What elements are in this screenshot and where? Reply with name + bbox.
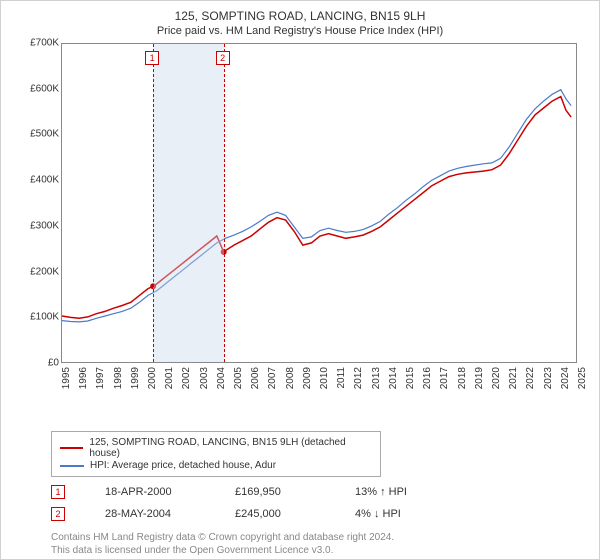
x-axis-label: 1995	[61, 367, 72, 389]
sale-marker-1: 1	[145, 51, 159, 65]
legend-swatch	[60, 447, 83, 449]
x-axis-label: 2025	[577, 367, 588, 389]
footnote: Contains HM Land Registry data © Crown c…	[51, 531, 589, 557]
x-axis-label: 2011	[336, 367, 347, 389]
sale-price: £245,000	[235, 508, 315, 520]
sale-date: 18-APR-2000	[105, 486, 195, 498]
footnote-line-1: Contains HM Land Registry data © Crown c…	[51, 531, 589, 544]
x-axis-label: 2018	[457, 367, 468, 389]
sale-marker-2: 2	[216, 51, 230, 65]
legend-row: 125, SOMPTING ROAD, LANCING, BN15 9LH (d…	[60, 437, 372, 459]
x-axis-label: 2013	[371, 367, 382, 389]
y-axis-label: £300K	[17, 220, 59, 231]
chart-title: 125, SOMPTING ROAD, LANCING, BN15 9LH	[11, 9, 589, 23]
x-axis-label: 2006	[250, 367, 261, 389]
line-series	[62, 44, 578, 364]
x-axis-label: 2019	[474, 367, 485, 389]
sales-list: 1 18-APR-2000 £169,950 13% ↑ HPI 2 28-MAY-200…	[11, 485, 589, 521]
x-axis-label: 2012	[353, 367, 364, 389]
x-axis-label: 2007	[267, 367, 278, 389]
legend-row: HPI: Average price, detached house, Adur	[60, 460, 372, 471]
x-axis-label: 2001	[164, 367, 175, 389]
x-axis-label: 1999	[130, 367, 141, 389]
sale-row: 1 18-APR-2000 £169,950 13% ↑ HPI	[51, 485, 589, 499]
x-axis-label: 1997	[95, 367, 106, 389]
y-axis-label: £200K	[17, 266, 59, 277]
chart-container: 125, SOMPTING ROAD, LANCING, BN15 9LH Pr…	[0, 0, 600, 560]
sale-date: 28-MAY-2004	[105, 508, 195, 520]
x-axis-label: 2024	[560, 367, 571, 389]
sale-hpi-relative: 4% ↓ HPI	[355, 508, 401, 520]
x-axis-label: 2022	[525, 367, 536, 389]
x-axis-label: 2014	[388, 367, 399, 389]
x-axis-label: 2000	[147, 367, 158, 389]
sale-hpi-relative: 13% ↑ HPI	[355, 486, 407, 498]
sale-row: 2 28-MAY-2004 £245,000 4% ↓ HPI	[51, 507, 589, 521]
sale-marker-icon: 1	[51, 485, 65, 499]
footnote-line-2: This data is licensed under the Open Gov…	[51, 544, 589, 557]
x-axis-label: 2023	[543, 367, 554, 389]
x-axis-label: 2008	[285, 367, 296, 389]
x-axis-label: 2004	[216, 367, 227, 389]
x-axis-label: 2020	[491, 367, 502, 389]
series-hpi	[62, 90, 571, 322]
y-axis-label: £400K	[17, 175, 59, 186]
x-axis-label: 1998	[113, 367, 124, 389]
x-axis-label: 2009	[302, 367, 313, 389]
y-axis-label: £500K	[17, 129, 59, 140]
highlight-band	[153, 44, 224, 362]
y-axis-label: £600K	[17, 83, 59, 94]
x-axis-label: 2003	[199, 367, 210, 389]
chart-area: £0£100K£200K£300K£400K£500K£600K£700K199…	[17, 43, 577, 393]
chart-subtitle: Price paid vs. HM Land Registry's House …	[11, 25, 589, 37]
series-address	[62, 97, 571, 319]
plot-area	[61, 43, 577, 363]
x-axis-label: 2016	[422, 367, 433, 389]
legend-label: 125, SOMPTING ROAD, LANCING, BN15 9LH (d…	[89, 437, 372, 459]
sale-price: £169,950	[235, 486, 315, 498]
sale-date-line	[153, 44, 154, 362]
sale-date-line	[224, 44, 225, 362]
legend: 125, SOMPTING ROAD, LANCING, BN15 9LH (d…	[51, 431, 381, 477]
legend-label: HPI: Average price, detached house, Adur	[90, 460, 276, 471]
y-axis-label: £0	[17, 358, 59, 369]
x-axis-label: 2010	[319, 367, 330, 389]
legend-swatch	[60, 465, 84, 467]
x-axis-label: 2005	[233, 367, 244, 389]
x-axis-label: 2021	[508, 367, 519, 389]
x-axis-label: 1996	[78, 367, 89, 389]
x-axis-label: 2017	[439, 367, 450, 389]
x-axis-label: 2002	[181, 367, 192, 389]
y-axis-label: £100K	[17, 312, 59, 323]
x-axis-label: 2015	[405, 367, 416, 389]
sale-marker-icon: 2	[51, 507, 65, 521]
y-axis-label: £700K	[17, 38, 59, 49]
